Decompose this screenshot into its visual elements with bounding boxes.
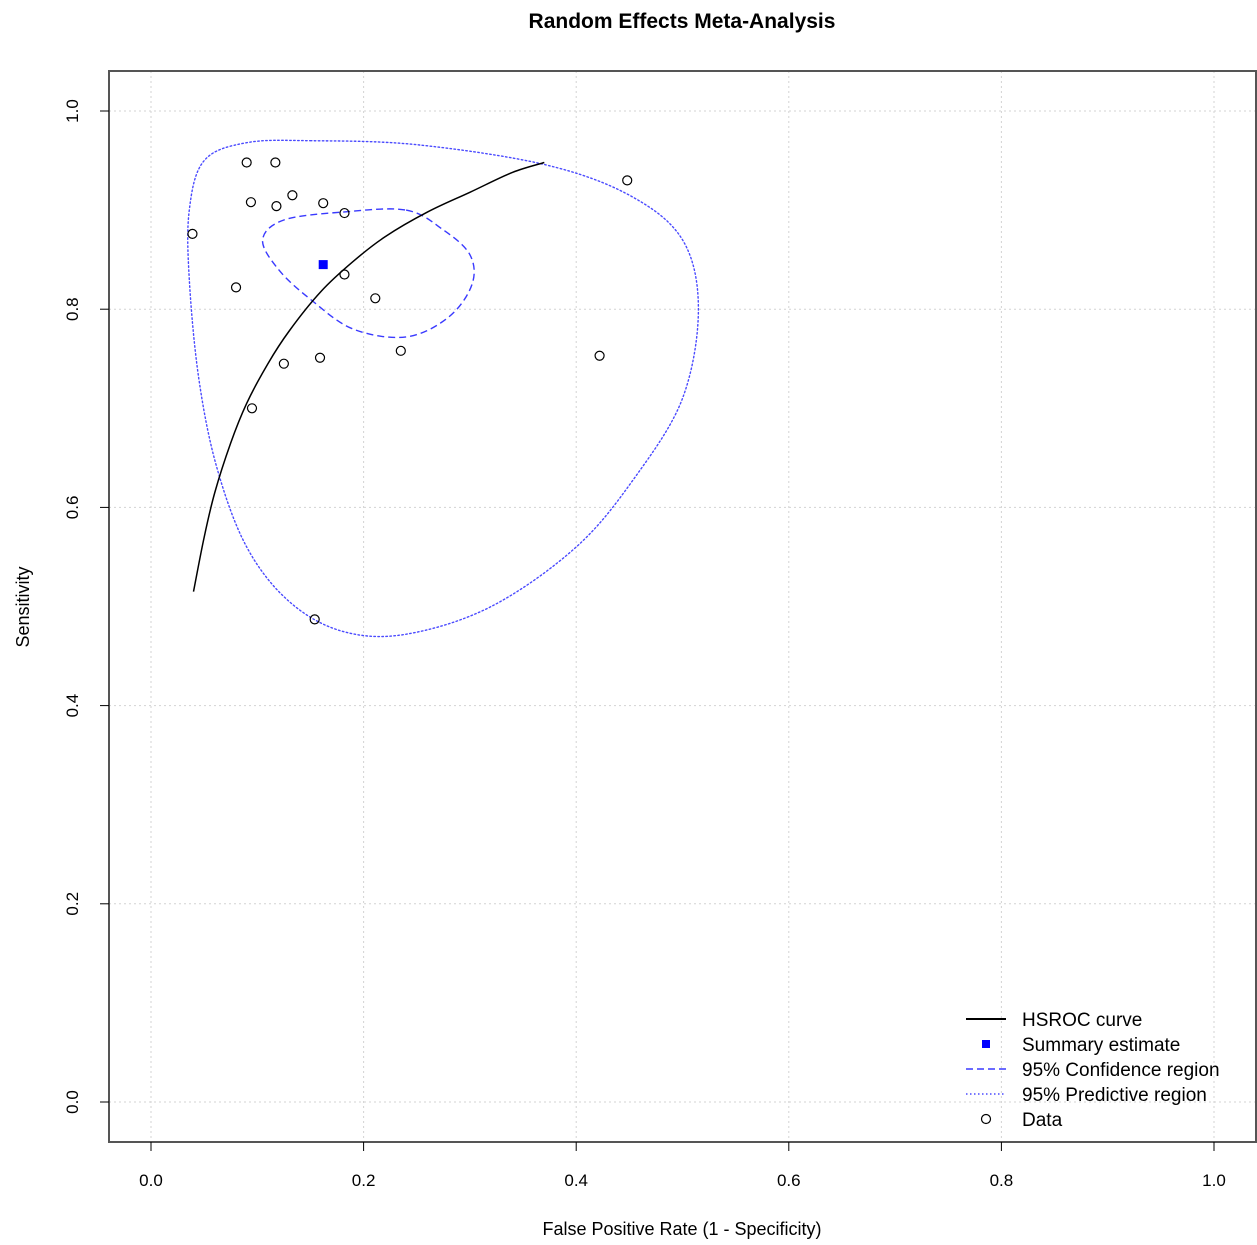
- confidence-region: [261, 208, 475, 339]
- chart-title: Random Effects Meta-Analysis: [529, 10, 836, 33]
- legend-label-data: Data: [1022, 1110, 1063, 1131]
- x-tick-label: 0.2: [352, 1171, 376, 1190]
- legend-label-predictive: 95% Predictive region: [1022, 1085, 1207, 1106]
- legend-label-confidence: 95% Confidence region: [1022, 1060, 1220, 1081]
- x-tick-label: 0.8: [990, 1171, 1014, 1190]
- y-tick-label: 0.6: [63, 496, 82, 520]
- x-tick-label: 0.4: [564, 1171, 588, 1190]
- data-point: [187, 228, 198, 239]
- axis-ticks: 0.0 0.2 0.4 0.6 0.8 1.0 0.0 0.2 0.4 0.6 0.8 1.0: [63, 99, 1226, 1190]
- summary-estimate-point: [318, 260, 328, 270]
- y-tick-label: 0.8: [63, 297, 82, 321]
- data-point: [370, 293, 381, 304]
- y-tick-label: 0.0: [63, 1090, 82, 1114]
- data-points-layer: [187, 157, 633, 625]
- y-tick-label: 0.4: [63, 694, 82, 718]
- data-point: [245, 197, 257, 208]
- legend-summary-symbol: [982, 1040, 990, 1048]
- data-point: [314, 352, 326, 363]
- legend-label-hsroc: HSROC curve: [1022, 1010, 1142, 1031]
- legend-data-symbol: [980, 1113, 992, 1125]
- data-point: [309, 614, 320, 625]
- data-point: [339, 269, 350, 280]
- y-axis-label: Sensitivity: [13, 566, 33, 647]
- x-tick-label: 1.0: [1202, 1171, 1226, 1190]
- x-axis-label: False Positive Rate (1 - Specificity): [542, 1219, 821, 1239]
- y-tick-label: 1.0: [63, 99, 82, 123]
- data-point: [278, 358, 289, 369]
- x-tick-label: 0.0: [139, 1171, 163, 1190]
- data-point: [287, 190, 298, 201]
- confidence-region-layer: [261, 208, 475, 339]
- x-tick-label: 0.6: [777, 1171, 801, 1190]
- data-point: [241, 157, 252, 168]
- data-point: [246, 403, 258, 414]
- y-tick-label: 0.2: [63, 892, 82, 916]
- grid: [109, 71, 1256, 1142]
- data-point: [395, 345, 406, 356]
- predictive-region-layer: [187, 139, 700, 638]
- data-point: [594, 350, 605, 361]
- data-point: [622, 175, 633, 186]
- data-point: [339, 207, 350, 219]
- summary-layer: [318, 260, 328, 270]
- data-point: [270, 157, 281, 168]
- predictive-region: [187, 139, 700, 638]
- data-point: [271, 201, 282, 212]
- data-point: [318, 198, 329, 209]
- legend: HSROC curve Summary estimate 95% Confidenc…: [966, 1010, 1220, 1131]
- plot-frame: [108, 70, 1257, 1143]
- legend-label-summary: Summary estimate: [1022, 1035, 1180, 1056]
- hsroc-curve: [192, 161, 545, 592]
- hsroc-curve-layer: [192, 161, 545, 592]
- data-point: [230, 282, 242, 293]
